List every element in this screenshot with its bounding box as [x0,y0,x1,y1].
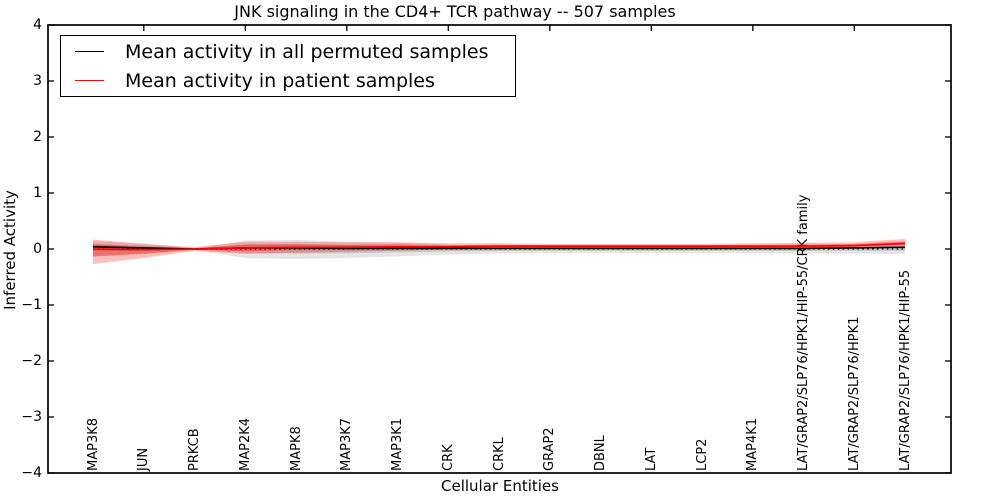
y-tick-label: 0 [33,241,42,257]
y-tick-label: 3 [33,73,42,89]
y-tick-label: 4 [33,17,42,33]
legend-entry-patient: Mean activity in patient samples [61,67,515,94]
patient-mean-line [92,242,906,251]
legend: Mean activity in all permuted samples Me… [60,35,516,97]
x-tick-label: JUN [136,447,152,471]
y-tick-label: −2 [21,353,42,369]
x-tick-label: LCP2 [694,438,710,471]
permuted-band-outer [93,240,905,260]
x-tick-label: MAP3K1 [390,417,405,471]
patient-band-inner [93,241,905,257]
y-axis-label: Inferred Activity [1,190,19,310]
x-axis-label: Cellular Entities [441,477,559,495]
x-tick-label: LAT/GRAP2/SLP76/HPK1/HIP-55 [897,269,913,471]
permuted-mean-line [92,246,906,250]
legend-entry-permuted: Mean activity in all permuted samples [61,38,515,65]
y-tick-label: −3 [21,409,42,425]
x-tick-label: PRKCB [187,428,202,471]
x-tick-label: CRK [440,444,456,471]
x-tick-label: MAPK8 [288,426,304,471]
x-tick-label: MAP3K8 [85,417,101,471]
y-tick-label: −4 [21,465,42,481]
x-tick-label: CRKL [491,437,507,471]
x-tick-label: MAP4K1 [745,417,761,471]
x-tick-label: LAT [643,447,659,471]
x-tick-label: MAP3K7 [339,417,355,471]
permuted-line-swatch [75,51,104,52]
patient-line-swatch [75,80,104,81]
x-tick-label: LAT/GRAP2/SLP76/HPK1 [846,316,862,471]
x-tick-label: DBNL [593,435,608,471]
legend-label-patient: Mean activity in patient samples [125,69,435,92]
y-tick-label: −1 [21,297,42,313]
permuted-band-inner [93,244,905,254]
x-tick-label: MAP2K4 [237,417,253,471]
x-tick-label: LAT/GRAP2/SLP76/HPK1/HIP-55/CRK family [796,194,811,471]
y-tick-label: 1 [33,185,42,201]
patient-band-outer [93,238,905,265]
legend-label-permuted: Mean activity in all permuted samples [125,40,489,63]
chart-title: JNK signaling in the CD4+ TCR pathway --… [234,2,676,21]
x-tick-label: GRAP2 [542,427,558,471]
y-tick-label: 2 [33,129,42,145]
